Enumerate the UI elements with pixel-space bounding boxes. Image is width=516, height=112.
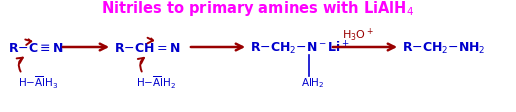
- Text: R$-$C$\equiv$N: R$-$C$\equiv$N: [8, 41, 64, 54]
- Text: R$-$CH$_2$$-$N$^-$Li$^+$: R$-$CH$_2$$-$N$^-$Li$^+$: [250, 39, 350, 56]
- Text: H$_3$O$^+$: H$_3$O$^+$: [342, 26, 374, 43]
- Text: R$-$CH$=$N: R$-$CH$=$N: [114, 41, 180, 54]
- Text: H$-\overline{\rm A}$lH$_2$: H$-\overline{\rm A}$lH$_2$: [136, 74, 176, 90]
- Text: H$-\overline{\rm A}$lH$_3$: H$-\overline{\rm A}$lH$_3$: [18, 74, 58, 90]
- Text: Nitriles to primary amines with LiAlH$_4$: Nitriles to primary amines with LiAlH$_4…: [102, 0, 414, 18]
- Text: AlH$_2$: AlH$_2$: [301, 75, 325, 89]
- Text: R$-$CH$_2$$-$NH$_2$: R$-$CH$_2$$-$NH$_2$: [402, 40, 486, 55]
